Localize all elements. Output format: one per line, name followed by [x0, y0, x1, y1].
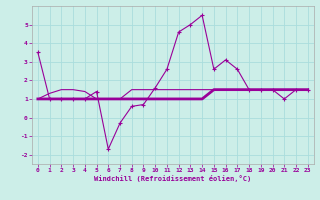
X-axis label: Windchill (Refroidissement éolien,°C): Windchill (Refroidissement éolien,°C)	[94, 175, 252, 182]
